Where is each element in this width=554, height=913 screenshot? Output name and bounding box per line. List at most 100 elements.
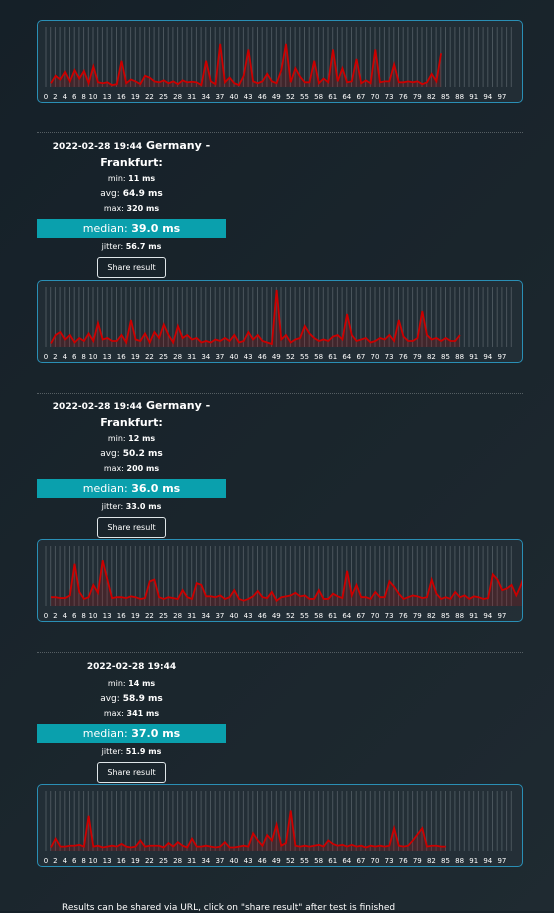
x-tick-label: 94 [483, 612, 492, 620]
x-tick-label: 10 [89, 353, 98, 361]
result-date: 2022-02-28 19:44 [52, 402, 143, 412]
x-tick-label: 4 [63, 93, 68, 101]
x-tick-label: 88 [455, 612, 464, 620]
jitter-stat: jitter: 56.7 ms [101, 242, 162, 251]
x-tick-label: 25 [159, 93, 168, 101]
jitter-stat: jitter: 33.0 ms [101, 502, 162, 511]
x-tick-label: 40 [230, 857, 239, 865]
x-tick-label: 31 [187, 93, 196, 101]
x-tick-label: 49 [272, 857, 281, 865]
x-tick-label: 0 [44, 93, 48, 101]
x-tick-label: 91 [469, 93, 478, 101]
x-tick-label: 2 [53, 353, 57, 361]
x-tick-label: 82 [427, 353, 436, 361]
share-result-button[interactable]: Share result [97, 517, 166, 538]
x-tick-label: 94 [483, 93, 492, 101]
separator [37, 652, 523, 653]
result-location-city: Frankfurt: [100, 416, 163, 429]
x-tick-label: 64 [342, 93, 351, 101]
result-title: 2022-02-28 19:44 [37, 658, 226, 675]
min-stat: min: 14 ms [107, 679, 156, 688]
x-tick-label: 40 [230, 93, 239, 101]
x-tick-label: 52 [286, 857, 295, 865]
x-tick-label: 8 [81, 353, 85, 361]
x-tick-label: 88 [455, 857, 464, 865]
max-stat: max: 341 ms [103, 709, 160, 718]
x-tick-label: 43 [244, 612, 253, 620]
result-summary: 2022-02-28 19:44 Germany - Frankfurt: mi… [37, 398, 226, 538]
max-stat: max: 320 ms [103, 204, 160, 213]
share-result-button[interactable]: Share result [97, 257, 166, 278]
x-tick-label: 88 [455, 353, 464, 361]
result-summary: 2022-02-28 19:44 min: 14 ms avg: 58.9 ms… [37, 658, 226, 783]
x-tick-label: 43 [244, 857, 253, 865]
jitter-stat: jitter: 51.9 ms [101, 747, 162, 756]
x-tick-label: 58 [314, 857, 323, 865]
x-tick-label: 28 [173, 93, 182, 101]
x-tick-label: 6 [72, 93, 77, 101]
result-summary: 2022-02-28 19:44 Germany - Frankfurt: mi… [37, 138, 226, 278]
x-tick-label: 34 [201, 612, 210, 620]
x-tick-label: 55 [300, 857, 309, 865]
chart-svg: 0 2 4 6 8 10 13 16 19 22 25 28 31 34 37 40 43 46 49 52 55 58 6… [44, 546, 522, 620]
result-location-city: Frankfurt: [100, 156, 163, 169]
x-tick-label: 40 [230, 612, 239, 620]
x-tick-label: 8 [81, 857, 85, 865]
x-tick-label: 94 [483, 857, 492, 865]
x-tick-label: 31 [187, 353, 196, 361]
x-tick-label: 8 [81, 612, 85, 620]
x-tick-label: 40 [230, 353, 239, 361]
x-tick-label: 58 [314, 612, 323, 620]
x-tick-label: 70 [371, 857, 380, 865]
x-tick-label: 58 [314, 93, 323, 101]
x-tick-label: 34 [201, 93, 210, 101]
x-tick-label: 76 [399, 857, 408, 865]
x-tick-label: 82 [427, 857, 436, 865]
x-tick-label: 85 [441, 857, 450, 865]
x-tick-label: 46 [258, 93, 267, 101]
x-tick-label: 55 [300, 93, 309, 101]
x-tick-label: 0 [44, 353, 48, 361]
x-tick-label: 73 [385, 93, 394, 101]
x-tick-label: 76 [399, 353, 408, 361]
x-tick-label: 46 [258, 857, 267, 865]
x-tick-label: 4 [63, 857, 68, 865]
x-tick-label: 16 [117, 353, 126, 361]
x-tick-label: 52 [286, 353, 295, 361]
x-tick-label: 34 [201, 857, 210, 865]
x-tick-label: 2 [53, 612, 57, 620]
x-tick-label: 73 [385, 353, 394, 361]
ping-chart: 0 2 4 6 8 10 13 16 19 22 25 28 31 34 37 40 43 46 49 52 55 58 6… [37, 784, 523, 867]
x-tick-label: 85 [441, 93, 450, 101]
x-tick-label: 52 [286, 93, 295, 101]
chart-svg: 0 2 4 6 8 10 13 16 19 22 25 28 31 34 37 40 43 46 49 52 55 58 6… [44, 287, 512, 361]
min-stat: min: 12 ms [107, 434, 156, 443]
x-tick-label: 97 [497, 353, 506, 361]
result-date: 2022-02-28 19:44 [52, 142, 143, 152]
x-tick-label: 97 [497, 93, 506, 101]
series-area [51, 290, 460, 347]
x-tick-label: 58 [314, 353, 323, 361]
min-stat: min: 11 ms [107, 174, 156, 183]
x-tick-label: 49 [272, 93, 281, 101]
series-line [50, 43, 442, 87]
x-tick-label: 8 [81, 93, 85, 101]
median-stat: median: 37.0 ms [37, 724, 226, 743]
x-tick-label: 97 [497, 857, 506, 865]
x-tick-label: 22 [145, 93, 154, 101]
x-tick-label: 61 [328, 353, 337, 361]
x-tick-label: 37 [215, 353, 224, 361]
x-tick-label: 16 [117, 857, 126, 865]
x-tick-label: 13 [103, 857, 112, 865]
share-result-button[interactable]: Share result [97, 762, 166, 783]
x-tick-label: 97 [497, 612, 506, 620]
x-tick-label: 19 [131, 353, 140, 361]
x-tick-label: 43 [244, 93, 253, 101]
x-tick-label: 91 [469, 857, 478, 865]
x-tick-label: 67 [356, 857, 365, 865]
x-tick-label: 88 [455, 93, 464, 101]
x-tick-label: 19 [131, 857, 140, 865]
x-tick-label: 0 [44, 857, 48, 865]
x-tick-label: 28 [173, 612, 182, 620]
x-tick-label: 55 [300, 353, 309, 361]
